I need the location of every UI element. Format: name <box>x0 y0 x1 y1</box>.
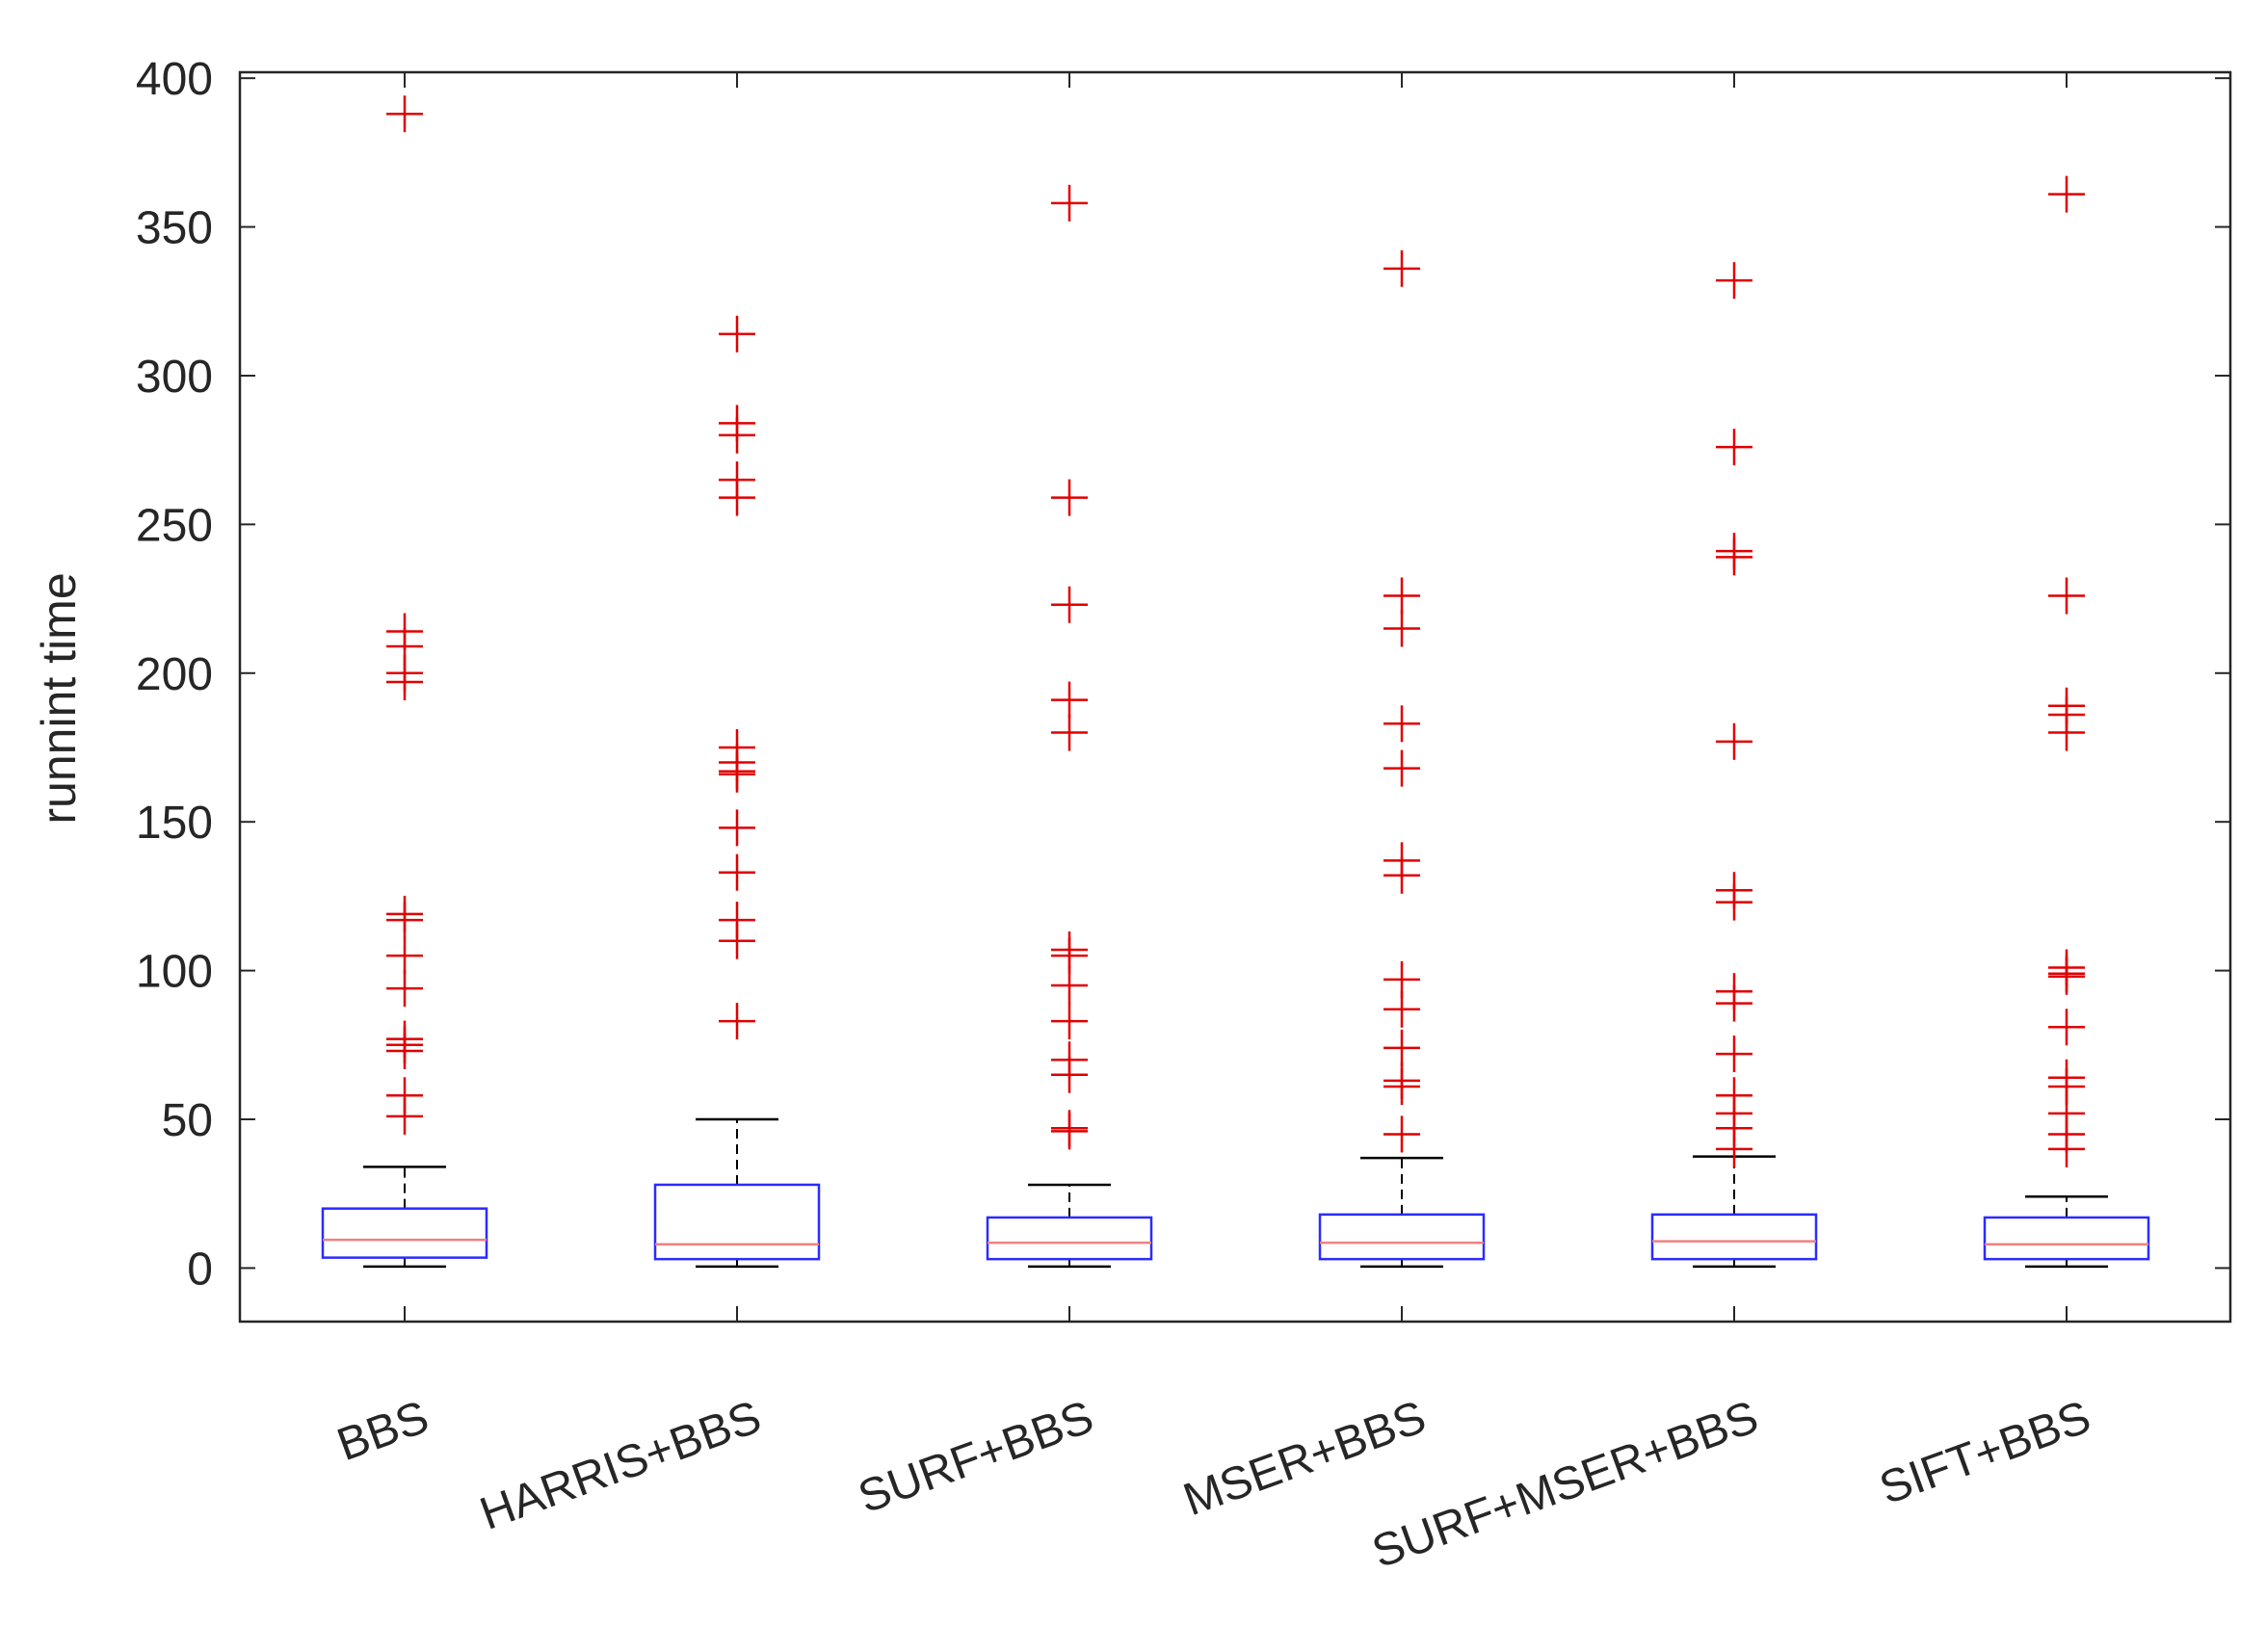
x-tick-label: SURF+BBS <box>852 1392 1100 1524</box>
y-tick-label: 200 <box>136 649 213 700</box>
outlier-point <box>1383 990 1420 1028</box>
iqr-box <box>1650 1213 1818 1261</box>
outlier-point <box>2048 175 2085 213</box>
outlier-point <box>1051 586 1088 623</box>
plot-area <box>240 72 2230 1322</box>
outlier-point <box>719 922 755 959</box>
y-tick-label: 100 <box>136 947 213 998</box>
y-tick-label: 50 <box>162 1095 213 1146</box>
outlier-point <box>719 1003 755 1040</box>
outlier-point <box>1051 1113 1088 1150</box>
outlier-point <box>1716 883 1752 921</box>
outlier-point <box>1716 984 1752 1022</box>
outlier-point <box>1716 1036 1752 1073</box>
y-tick-label: 150 <box>136 798 213 849</box>
x-tick-label: MSER+BBS <box>1177 1392 1433 1527</box>
box-group <box>321 95 488 1269</box>
box-marks <box>321 95 2150 1269</box>
y-tick-label: 400 <box>136 54 213 105</box>
outlier-point <box>1383 249 1420 287</box>
x-tick-label: HARRIS+BBS <box>474 1392 768 1540</box>
outlier-point <box>1383 749 1420 787</box>
iqr-box <box>986 1216 1153 1261</box>
outlier-point <box>2048 577 2085 615</box>
outlier-point <box>386 664 423 701</box>
outlier-point <box>386 95 423 133</box>
outlier-point <box>719 416 755 454</box>
outlier-point <box>719 853 755 891</box>
iqr-box <box>321 1207 488 1259</box>
outlier-point <box>1051 681 1088 719</box>
outlier-point <box>2048 957 2085 995</box>
outlier-point <box>1716 262 1752 300</box>
outlier-point <box>2048 1130 2085 1167</box>
outlier-point <box>1383 610 1420 647</box>
outlier-point <box>1716 429 1752 466</box>
iqr-box <box>1318 1213 1486 1261</box>
iqr-box <box>1983 1216 2150 1261</box>
x-tick-labels: BBS HARRIS+BBS SURF+BBS MSER+BBSSURF+MSER+B… <box>330 1392 2096 1579</box>
x-tick-label: BBS <box>330 1392 435 1472</box>
outlier-point <box>719 809 755 847</box>
outlier-point <box>2048 714 2085 751</box>
box-group <box>986 184 1153 1269</box>
y-tick-label: 300 <box>136 352 213 403</box>
iqr-box <box>653 1183 821 1261</box>
axis-ticks <box>240 72 2230 1322</box>
y-tick-labels: 0 50 100 150 200 250 300 350 400 <box>136 54 213 1295</box>
outlier-point <box>1051 714 1088 751</box>
outlier-point <box>1051 479 1088 516</box>
outlier-point <box>1383 705 1420 743</box>
plot-frame <box>238 70 2232 1324</box>
outlier-point <box>719 755 755 793</box>
box-group <box>1318 249 1486 1269</box>
outlier-point <box>386 1097 423 1135</box>
outlier-point <box>1383 1115 1420 1153</box>
y-tick-label: 250 <box>136 500 213 551</box>
outlier-point <box>1051 1056 1088 1093</box>
outlier-point <box>1383 856 1420 894</box>
outlier-point <box>719 315 755 353</box>
outlier-point <box>386 1032 423 1069</box>
outlier-point <box>1716 1130 1752 1167</box>
outlier-point <box>1716 722 1752 760</box>
outlier-point <box>2048 1009 2085 1046</box>
outlier-point <box>386 970 423 1008</box>
y-tick-label: 350 <box>136 203 213 254</box>
outlier-point <box>1051 967 1088 1005</box>
outlier-point <box>1383 1029 1420 1066</box>
box-group <box>653 315 821 1269</box>
x-tick-label: SURF+MSER+BBS <box>1366 1392 1765 1579</box>
outlier-point <box>386 937 423 975</box>
box-group <box>1650 262 1818 1269</box>
box-group <box>1983 175 2150 1269</box>
outlier-point <box>1051 1003 1088 1040</box>
x-tick-label: SIFT+BBS <box>1873 1392 2096 1515</box>
outlier-point <box>1051 184 1088 222</box>
outlier-point <box>719 479 755 516</box>
outlier-point <box>1716 538 1752 576</box>
y-tick-label: 0 <box>187 1244 213 1295</box>
y-axis-title: runnint time <box>32 572 86 824</box>
outlier-point <box>386 902 423 939</box>
outlier-point <box>1383 1068 1420 1106</box>
outlier-point <box>1383 577 1420 615</box>
